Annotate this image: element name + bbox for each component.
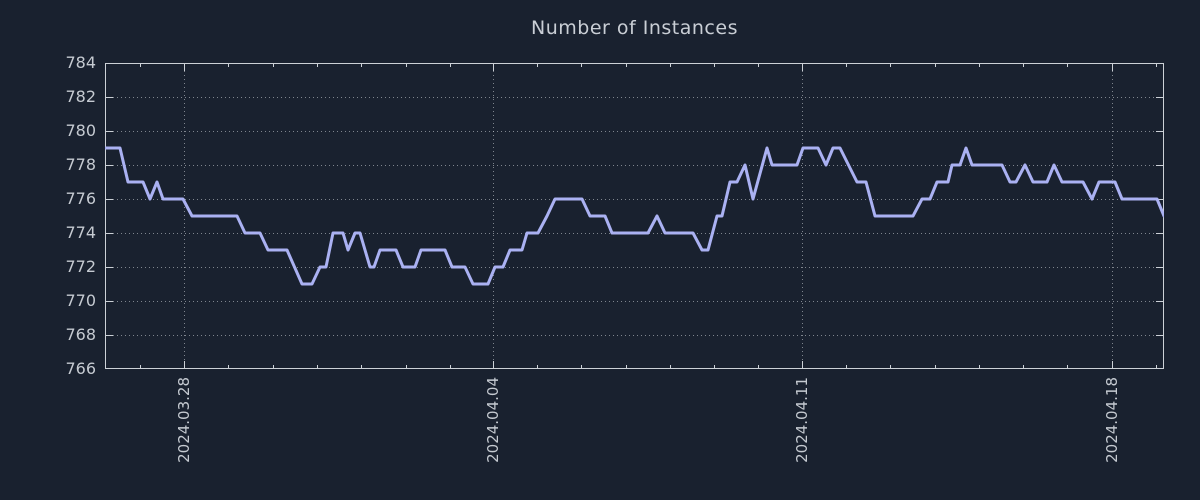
x-axis-label: 2024.04.18 [1103, 377, 1121, 463]
y-axis-label: 772 [65, 257, 96, 276]
plot-svg [103, 63, 1166, 370]
y-axis-label: 768 [65, 325, 96, 344]
plot-border [105, 63, 1164, 369]
y-axis-label: 774 [65, 223, 96, 242]
x-axis-label: 2024.04.11 [793, 377, 811, 463]
y-axis-label: 782 [65, 87, 96, 106]
y-axis-label: 766 [65, 359, 96, 378]
x-axis-label: 2024.03.28 [175, 377, 193, 463]
y-axis-label: 770 [65, 291, 96, 310]
x-axis-label: 2024.04.04 [484, 377, 502, 463]
y-axis-label: 776 [65, 189, 96, 208]
series-line-instances [103, 146, 1166, 286]
y-axis-label: 778 [65, 155, 96, 174]
y-axis-label: 784 [65, 53, 96, 72]
plot-area [103, 63, 1166, 373]
y-axis-label: 780 [65, 121, 96, 140]
chart-title: Number of Instances [531, 17, 738, 39]
